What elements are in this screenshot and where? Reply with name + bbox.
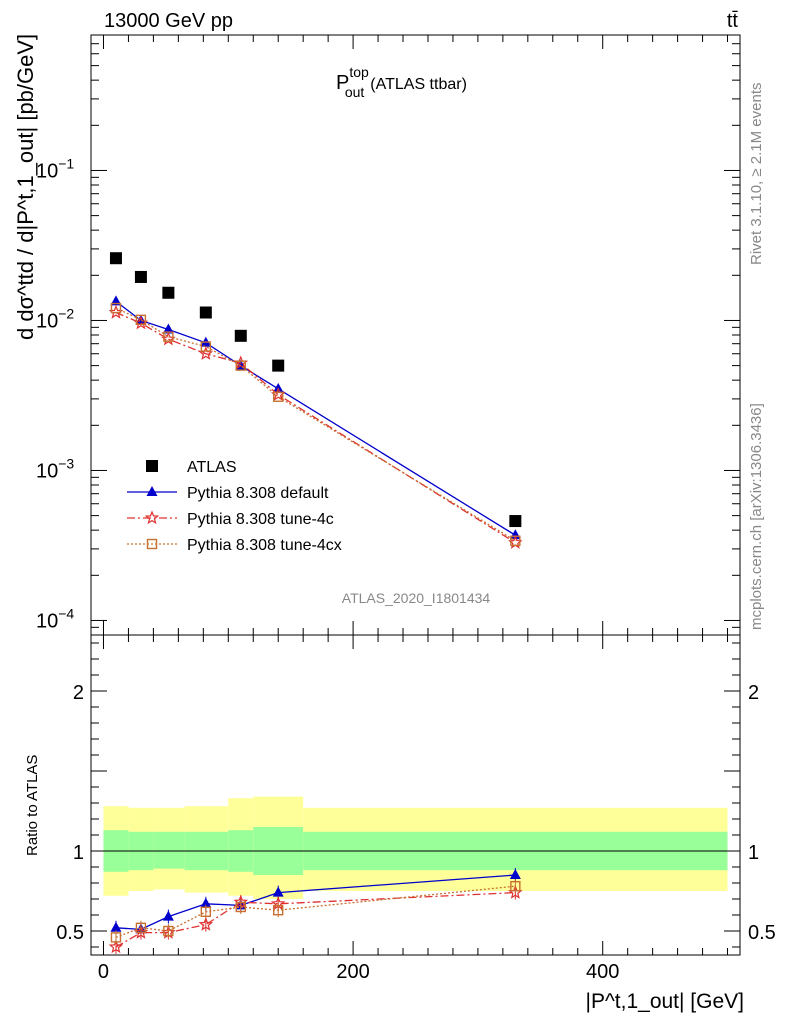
y-tick-label: 10−3 bbox=[36, 455, 74, 482]
main-point-pythia-8-308-tune-4cx bbox=[110, 302, 122, 314]
plot-title-main: P bbox=[336, 72, 349, 94]
ratio-line-pythia-8-308-tune-4c bbox=[115, 891, 516, 948]
main-point-pythia-8-308-tune-4cx bbox=[235, 360, 246, 371]
ratio-point-pythia-8-308-default bbox=[162, 910, 174, 921]
main-line-pythia-8-308-tune-4c bbox=[115, 311, 516, 544]
legend-marker-pythia-8-308-default bbox=[146, 486, 158, 496]
ratio-point-pythia-8-308-tune-4cx bbox=[110, 932, 122, 943]
ratio-point-pythia-8-308-tune-4cx bbox=[510, 881, 521, 892]
x-axis-label: |P^t,1_out| [GeV] bbox=[585, 990, 744, 1013]
ratio-point-pythia-8-308-default bbox=[110, 921, 122, 932]
y-tick-label: 10−2 bbox=[36, 305, 74, 332]
ratio-point-pythia-8-308-default bbox=[200, 897, 212, 908]
main-point-atlas bbox=[109, 252, 122, 265]
x-tick-label: 200 bbox=[336, 961, 369, 983]
ratio-point-pythia-8-308-default bbox=[272, 886, 284, 897]
ratio-y-tick-label-left: 2 bbox=[73, 682, 84, 704]
main-point-atlas bbox=[234, 329, 247, 342]
legend-label-atlas: ATLAS bbox=[187, 459, 237, 476]
main-point-pythia-8-308-tune-4cx bbox=[135, 314, 147, 326]
main-point-pythia-8-308-tune-4cx bbox=[510, 535, 521, 546]
legend-marker-pythia-8-308-tune-4cx bbox=[146, 538, 158, 550]
y-tick-label: 10−4 bbox=[36, 605, 74, 632]
inner-band-segment bbox=[153, 831, 185, 869]
ratio-line-pythia-8-308-tune-4cx bbox=[115, 885, 516, 939]
main-point-pythia-8-308-tune-4c bbox=[198, 346, 214, 360]
x-tick-label: 0 bbox=[98, 961, 109, 983]
ratio-point-pythia-8-308-default bbox=[509, 869, 521, 879]
main-point-pythia-8-308-tune-4cx bbox=[163, 331, 174, 342]
ratio-y-axis-label: Ratio to ATLAS bbox=[24, 755, 41, 856]
plot-title: Ptop out (ATLAS ttbar) bbox=[336, 64, 467, 100]
main-point-pythia-8-308-tune-4cx bbox=[273, 391, 284, 402]
axis-ticks: 0 200 400 10−4 10−3 10−2 10−1 0.5 0.5 1 1 2 2 bbox=[36, 34, 776, 983]
upper-y-axis-label-text: d dσ^ttd / d|P^t,1_out| [pb/GeV] bbox=[13, 34, 38, 340]
main-point-atlas bbox=[272, 359, 285, 372]
x-tick-label: 400 bbox=[586, 961, 619, 983]
rivet-label: Rivet 3.1.10, ≥ 2.1M events bbox=[748, 83, 765, 266]
ratio-point-pythia-8-308-tune-4c bbox=[198, 916, 214, 931]
ratio-point-pythia-8-308-tune-4cx bbox=[273, 905, 284, 916]
plot-title-rest: (ATLAS ttbar) bbox=[370, 76, 467, 93]
main-point-atlas bbox=[162, 286, 175, 299]
ratio-y-tick-label-left: 0.5 bbox=[56, 922, 84, 944]
ratio-point-pythia-8-308-tune-4cx bbox=[163, 925, 174, 937]
ratio-point-pythia-8-308-tune-4cx bbox=[235, 901, 246, 913]
ratio-point-pythia-8-308-tune-4cx bbox=[135, 922, 147, 933]
ratio-y-tick-label-right: 2 bbox=[748, 682, 759, 704]
plot-title-subscript: out bbox=[345, 84, 365, 100]
ratio-y-tick-label-right: 1 bbox=[748, 842, 759, 864]
legend-marker-atlas bbox=[146, 460, 158, 472]
legend: ATLAS Pythia 8.308 default Pythia 8.308 tu… bbox=[127, 459, 342, 554]
series-layer bbox=[108, 252, 523, 954]
main-point-atlas bbox=[509, 515, 522, 528]
legend-label-pythia-8-308-tune-4cx: Pythia 8.308 tune-4cx bbox=[187, 537, 342, 554]
upper-y-axis-label: d dσ^ttd / d|P^t,1_out| [pb/GeV] bbox=[13, 34, 38, 340]
process-label: tt̄ bbox=[727, 10, 739, 32]
main-point-atlas bbox=[134, 270, 147, 283]
legend-label-pythia-8-308-default: Pythia 8.308 default bbox=[187, 485, 329, 502]
ratio-y-tick-label-right: 0.5 bbox=[748, 922, 776, 944]
y-tick-label: 10−1 bbox=[36, 155, 74, 182]
main-point-atlas bbox=[199, 306, 212, 319]
legend-marker-pythia-8-308-tune-4c bbox=[144, 510, 160, 525]
ratio-bands bbox=[91, 796, 740, 899]
ratio-plot-frame bbox=[90, 634, 741, 956]
main-point-pythia-8-308-default bbox=[162, 323, 174, 334]
ratio-point-pythia-8-308-tune-4c bbox=[108, 939, 124, 954]
main-line-pythia-8-308-tune-4cx bbox=[115, 307, 516, 542]
legend-label-pythia-8-308-tune-4c: Pythia 8.308 tune-4c bbox=[187, 511, 334, 528]
main-point-pythia-8-308-default bbox=[135, 314, 147, 325]
analysis-id: ATLAS_2020_I1801434 bbox=[342, 590, 491, 606]
main-point-pythia-8-308-tune-4cx bbox=[200, 341, 212, 352]
ratio-point-pythia-8-308-tune-4cx bbox=[200, 906, 212, 917]
mcplots-label: mcplots.cern.ch [arXiv:1306.3436] bbox=[748, 403, 765, 630]
ratio-y-tick-label-left: 1 bbox=[73, 842, 84, 864]
energy-label: 13000 GeV pp bbox=[104, 10, 233, 32]
plot-title-superscript: top bbox=[349, 64, 369, 80]
